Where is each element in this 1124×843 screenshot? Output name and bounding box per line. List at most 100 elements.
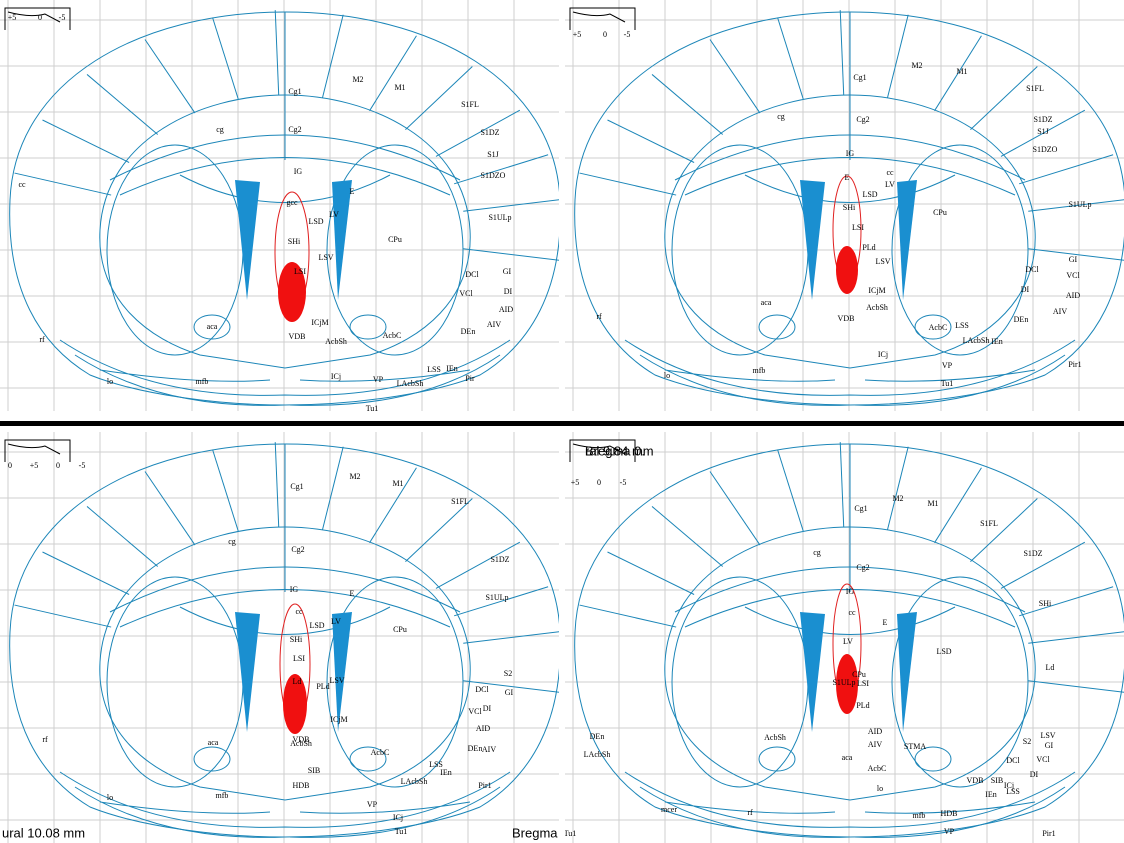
region-label: LSV bbox=[318, 253, 333, 262]
region-label: ICj bbox=[393, 813, 403, 822]
region-label: E bbox=[845, 173, 850, 182]
region-label: Tu1 bbox=[395, 827, 408, 836]
region-label: ICjM bbox=[330, 715, 347, 724]
region-label: ICjM bbox=[311, 318, 328, 327]
region-label: SHi bbox=[288, 237, 301, 246]
region-label: cc bbox=[295, 607, 303, 616]
region-label: M2 bbox=[911, 61, 922, 70]
region-label: S1DZ bbox=[1023, 549, 1042, 558]
region-label: rf bbox=[747, 808, 753, 817]
region-label: AcbC bbox=[383, 331, 402, 340]
region-label: CPu bbox=[388, 235, 402, 244]
region-label: Cg1 bbox=[854, 504, 867, 513]
region-label: cg bbox=[216, 125, 224, 134]
region-label: -5 bbox=[620, 478, 627, 487]
region-label: mfb bbox=[216, 791, 229, 800]
region-label: LSI bbox=[852, 223, 864, 232]
region-label: IEn bbox=[446, 364, 458, 373]
region-label: AIV bbox=[487, 320, 501, 329]
region-label: aca bbox=[207, 322, 218, 331]
region-label: S1FL bbox=[1026, 84, 1044, 93]
region-label: LV bbox=[843, 637, 853, 646]
region-label: DI bbox=[1030, 770, 1039, 779]
region-label: CPu bbox=[393, 625, 407, 634]
region-label: 0 bbox=[56, 461, 60, 470]
divider bbox=[0, 421, 1124, 426]
region-label: mfb bbox=[913, 811, 926, 820]
region-label: cg bbox=[813, 548, 821, 557]
region-label: VDB bbox=[289, 332, 306, 341]
region-label: GI bbox=[505, 688, 514, 697]
region-label: LAcbSh bbox=[397, 379, 424, 388]
region-label: IG bbox=[846, 587, 855, 596]
region-label: Cg2 bbox=[288, 125, 301, 134]
region-label: lo bbox=[107, 793, 113, 802]
region-label: Pir bbox=[465, 374, 475, 383]
region-label: DCl bbox=[1025, 265, 1039, 274]
lesion bbox=[836, 246, 858, 294]
region-label: VCl bbox=[1066, 271, 1080, 280]
region-label: AID bbox=[868, 727, 882, 736]
caption: Bregma 0. bbox=[585, 443, 645, 458]
region-label: SHi bbox=[1039, 599, 1052, 608]
region-label: STMA bbox=[904, 742, 926, 751]
region-label: DI bbox=[504, 287, 513, 296]
region-label: AcbC bbox=[371, 748, 390, 757]
region-label: cc bbox=[886, 168, 894, 177]
region-label: LAcbSh bbox=[401, 777, 428, 786]
region-label: rf bbox=[596, 312, 602, 321]
region-label: SIB bbox=[991, 776, 1003, 785]
region-label: +5 bbox=[571, 478, 580, 487]
region-label: AIV bbox=[482, 745, 496, 754]
region-label: GI bbox=[503, 267, 512, 276]
region-label: 0 bbox=[597, 478, 601, 487]
region-label: DEn bbox=[468, 744, 483, 753]
region-label: HDB bbox=[293, 781, 310, 790]
region-label: LSD bbox=[308, 217, 323, 226]
region-label: M2 bbox=[892, 494, 903, 503]
region-label: DCl bbox=[465, 270, 479, 279]
region-label: VDB bbox=[967, 776, 984, 785]
region-label: SHi bbox=[843, 203, 856, 212]
region-label: Cg2 bbox=[291, 545, 304, 554]
region-label: LSV bbox=[329, 676, 344, 685]
region-label: LV bbox=[331, 617, 341, 626]
region-label: Cg1 bbox=[853, 73, 866, 82]
region-label: +5 bbox=[30, 461, 39, 470]
region-label: DCl bbox=[1006, 756, 1020, 765]
region-label: Tu1 bbox=[941, 379, 954, 388]
region-label: E bbox=[883, 618, 888, 627]
region-label: VCl bbox=[459, 289, 473, 298]
region-label: LAcbSh bbox=[584, 750, 611, 759]
figure: +50-5Cg1M2M1S1FLcgCg2S1DZS1JS1DZOIGEccgc… bbox=[0, 0, 1124, 843]
region-label: M1 bbox=[392, 479, 403, 488]
region-label: Cg1 bbox=[288, 87, 301, 96]
region-label: M2 bbox=[352, 75, 363, 84]
region-label: M2 bbox=[349, 472, 360, 481]
region-label: AIV bbox=[868, 740, 882, 749]
region-label: LSD bbox=[309, 621, 324, 630]
region-label: S1J bbox=[1037, 127, 1049, 136]
region-label: ICj bbox=[1004, 781, 1014, 790]
region-label: IEn bbox=[440, 768, 452, 777]
region-label: DEn bbox=[1014, 315, 1029, 324]
region-label: S1J bbox=[487, 150, 499, 159]
region-label: +5 bbox=[8, 13, 17, 22]
region-label: S1ULp bbox=[485, 593, 508, 602]
region-label: LV bbox=[885, 180, 895, 189]
region-label: IEn bbox=[985, 790, 997, 799]
region-label: Ld bbox=[1046, 663, 1055, 672]
region-label: CPu bbox=[933, 208, 947, 217]
region-label: 0 bbox=[603, 30, 607, 39]
region-label: S1FL bbox=[461, 100, 479, 109]
region-label: E bbox=[350, 589, 355, 598]
region-label: VDB bbox=[293, 735, 310, 744]
region-label: Pir1 bbox=[1068, 360, 1081, 369]
region-label: M1 bbox=[956, 67, 967, 76]
region-label: PLd bbox=[856, 701, 869, 710]
region-label: Cg2 bbox=[856, 115, 869, 124]
region-label: AcbC bbox=[868, 764, 887, 773]
region-label: ICj bbox=[331, 372, 341, 381]
region-label: Pir1 bbox=[478, 781, 491, 790]
region-label: LV bbox=[329, 210, 339, 219]
